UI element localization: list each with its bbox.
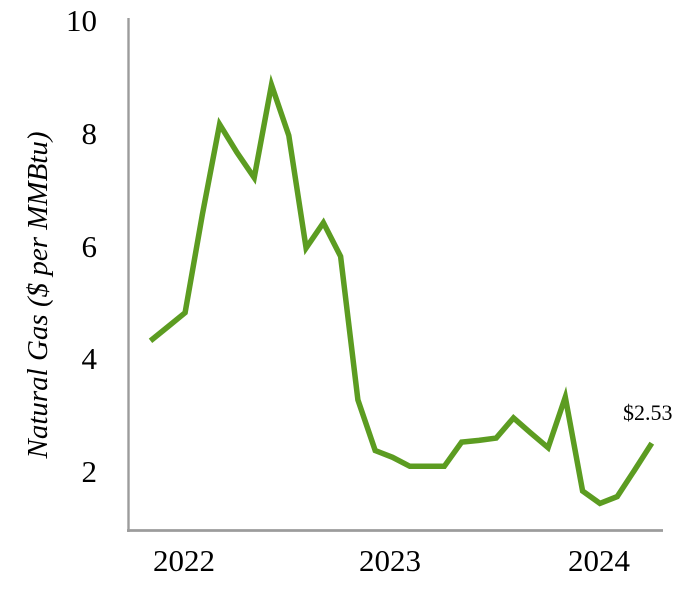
price-line	[148, 74, 655, 507]
y-tick-label-8: 8	[81, 116, 98, 151]
x-tick-label-2024: 2024	[568, 543, 630, 578]
y-tick-label-10: 10	[66, 3, 97, 38]
y-tick-label-4: 4	[81, 341, 98, 376]
x-tick-label-2023: 2023	[359, 543, 421, 578]
y-tick-label-2: 2	[81, 454, 98, 489]
last-value-annotation: $2.53	[623, 400, 673, 425]
x-tick-label-2022: 2022	[153, 543, 215, 578]
y-tick-label-6: 6	[81, 229, 98, 264]
